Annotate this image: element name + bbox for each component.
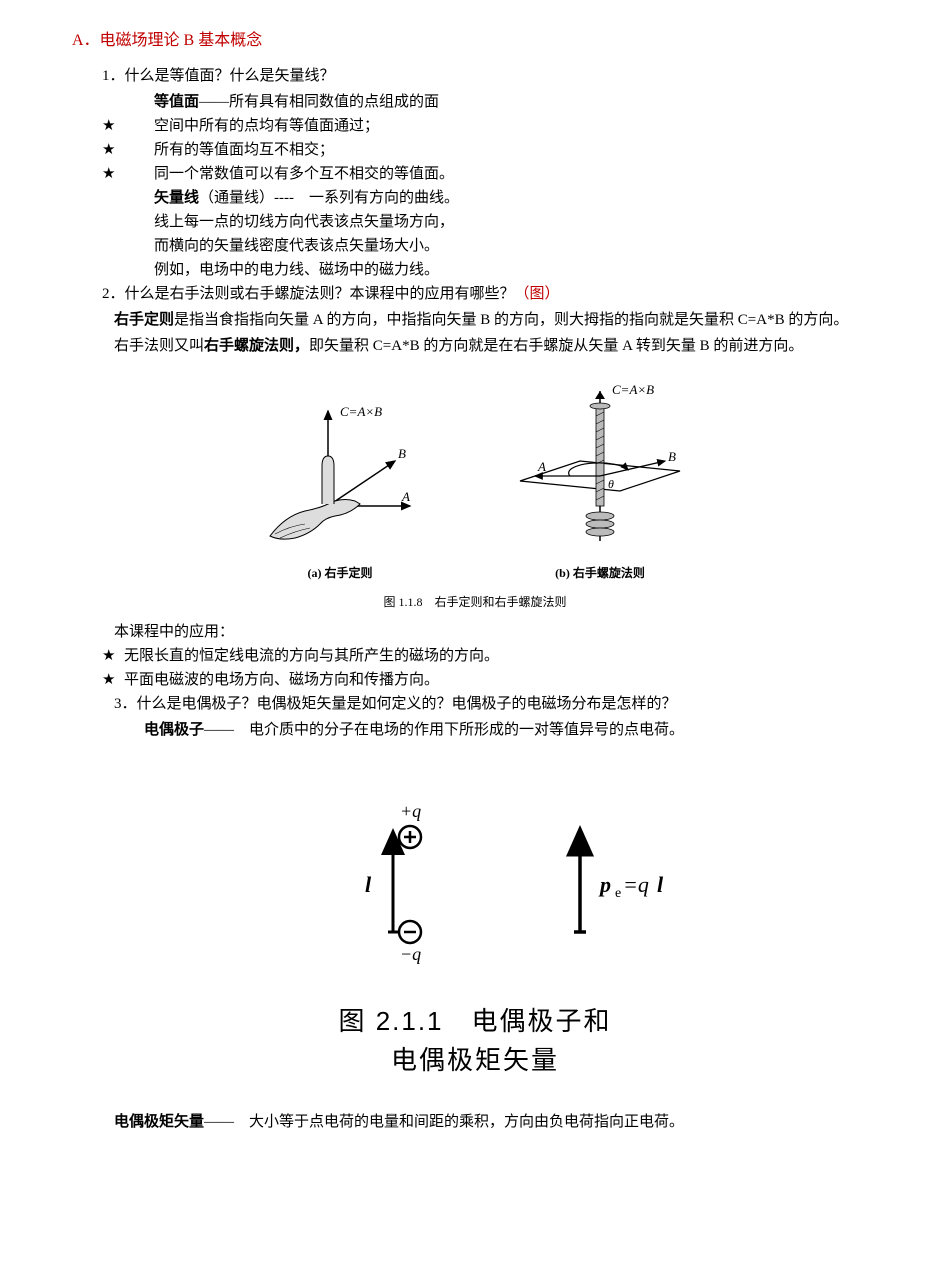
q3-def2: 电偶极矩矢量—— 大小等于点电荷的电量和间距的乘积，方向由负电荷指向正电荷。 (114, 1110, 878, 1134)
text: ——所有具有相同数值的点组成的面 (199, 94, 439, 110)
q2-para1: 右手定则是指当食指指向矢量 A 的方向，中指指向矢量 B 的方向，则大拇指的指向… (114, 308, 878, 332)
star-icon: ★ (102, 114, 154, 138)
right-hand-rule-icon: C=A×B A B (250, 396, 430, 556)
text: 即矢量积 C=A*B 的方向就是在右手螺旋从矢量 A 转到矢量 B 的前进方向。 (309, 338, 803, 354)
right-hand-screw-icon: C=A×B A B θ (500, 376, 700, 556)
svg-text:θ: θ (608, 477, 614, 491)
text: —— 电介质中的分子在电场的作用下所形成的一对等值异号的点电荷。 (204, 722, 684, 738)
svg-text:=q: =q (623, 872, 649, 897)
text: 空间中所有的点均有等值面通过； (154, 114, 379, 138)
svg-text:A: A (401, 489, 410, 504)
text: 所有的等值面均互不相交； (154, 138, 334, 162)
q2-num: 2． (102, 286, 125, 302)
svg-text:−q: −q (400, 944, 421, 964)
svg-text:A: A (537, 459, 546, 474)
text: 是指当食指指向矢量 A 的方向，中指指向矢量 B 的方向，则大拇指的指向就是矢量… (174, 312, 848, 328)
bold-term: 电偶极矩矢量 (114, 1114, 204, 1130)
text-line: 而横向的矢量线密度代表该点矢量场大小。 (154, 234, 878, 258)
star-item: ★平面电磁波的电场方向、磁场方向和传播方向。 (102, 668, 878, 692)
bold-term: 右手定则 (114, 312, 174, 328)
star-icon: ★ (102, 162, 154, 186)
star-icon: ★ (102, 668, 124, 692)
fig211-caption: 图 2.1.1 电偶极子和 电偶极矩矢量 (72, 1002, 878, 1080)
q1-def2: 矢量线（通量线）---- 一系列有方向的曲线。 (154, 186, 878, 210)
q1-def1: 等值面——所有具有相同数值的点组成的面 (154, 90, 878, 114)
text: 同一个常数值可以有多个互不相交的等值面。 (154, 162, 454, 186)
bold-term: 等值面 (154, 94, 199, 110)
star-icon: ★ (102, 644, 124, 668)
fig-b: C=A×B A B θ (b) 右手螺旋法则 (500, 376, 700, 583)
dipole-diagram-icon: +q l −q p e =q l (245, 792, 705, 972)
section-title: A．电磁场理论 B 基本概念 (72, 28, 878, 54)
text-line: 例如，电场中的电力线、磁场中的磁力线。 (154, 258, 878, 282)
svg-text:p: p (598, 872, 611, 897)
text: 右手法则又叫 (114, 338, 204, 354)
bold-term: 右手螺旋法则， (204, 338, 309, 354)
svg-text:C=A×B: C=A×B (340, 404, 382, 419)
caption-line2: 电偶极矩矢量 (72, 1041, 878, 1080)
text: 平面电磁波的电场方向、磁场方向和传播方向。 (124, 668, 439, 692)
question-3: 3．什么是电偶极子？电偶极矩矢量是如何定义的？电偶极子的电磁场分布是怎样的？ (114, 692, 878, 716)
svg-text:C=A×B: C=A×B (612, 382, 654, 397)
bold-term: 电偶极子 (144, 722, 204, 738)
app-intro: 本课程中的应用： (114, 620, 878, 644)
q1-num: 1． (102, 68, 125, 84)
q3-num: 3． (114, 696, 137, 712)
fig-a-caption: (a) 右手定则 (250, 564, 430, 583)
bold-term: 矢量线 (154, 190, 199, 206)
subscript: e (615, 886, 621, 901)
q1-text: 什么是等值面？什么是矢量线？ (125, 68, 335, 84)
svg-text:l: l (657, 872, 664, 897)
caption-line1: 图 2.1.1 电偶极子和 (72, 1002, 878, 1041)
q3-def: 电偶极子—— 电介质中的分子在电场的作用下所形成的一对等值异号的点电荷。 (144, 718, 878, 742)
star-item: ★无限长直的恒定线电流的方向与其所产生的磁场的方向。 (102, 644, 878, 668)
q3-text: 什么是电偶极子？电偶极矩矢量是如何定义的？电偶极子的电磁场分布是怎样的？ (137, 696, 677, 712)
question-1: 1．什么是等值面？什么是矢量线？ (102, 64, 878, 88)
figure-1-1-8: C=A×B A B (a) 右手定则 C=A×B A B θ (b) 右手螺旋法… (72, 376, 878, 612)
text: （通量线）---- 一系列有方向的曲线。 (199, 190, 459, 206)
fig-a: C=A×B A B (a) 右手定则 (250, 396, 430, 583)
q2-text: 什么是右手法则或右手螺旋法则？本课程中的应用有哪些？ (125, 286, 515, 302)
star-item: ★同一个常数值可以有多个互不相交的等值面。 (102, 162, 878, 186)
text: 无限长直的恒定线电流的方向与其所产生的磁场的方向。 (124, 644, 499, 668)
text: —— 大小等于点电荷的电量和间距的乘积，方向由负电荷指向正电荷。 (204, 1114, 684, 1130)
question-2: 2．什么是右手法则或右手螺旋法则？本课程中的应用有哪些？（图） (102, 282, 878, 306)
fig-caption: 图 1.1.8 右手定则和右手螺旋法则 (72, 593, 878, 612)
svg-text:l: l (365, 872, 372, 897)
star-icon: ★ (102, 138, 154, 162)
q2-para2: 右手法则又叫右手螺旋法则，即矢量积 C=A*B 的方向就是在右手螺旋从矢量 A … (114, 334, 878, 358)
svg-text:B: B (398, 446, 406, 461)
figure-2-1-1: +q l −q p e =q l 图 2.1.1 电偶极子和 电偶极矩矢量 (72, 792, 878, 1080)
svg-text:B: B (668, 449, 676, 464)
svg-text:+q: +q (400, 801, 421, 821)
star-item: ★空间中所有的点均有等值面通过； (102, 114, 878, 138)
fig-b-caption: (b) 右手螺旋法则 (500, 564, 700, 583)
red-note: （图） (515, 286, 560, 302)
star-item: ★所有的等值面均互不相交； (102, 138, 878, 162)
text-line: 线上每一点的切线方向代表该点矢量场方向， (154, 210, 878, 234)
